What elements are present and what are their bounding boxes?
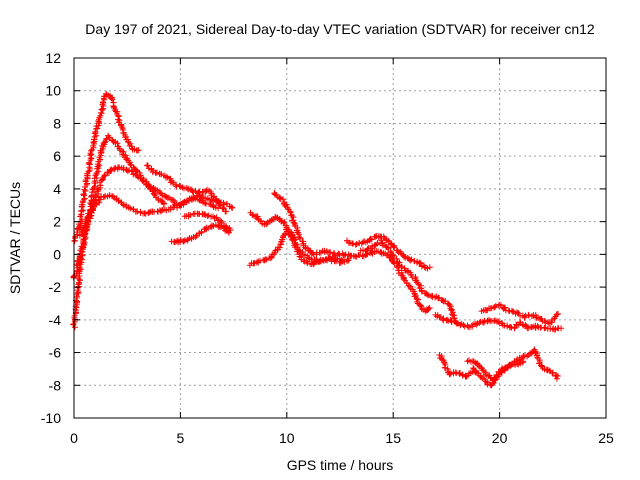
y-tick-label: 6 xyxy=(53,148,61,164)
y-tick-label: 4 xyxy=(53,181,61,197)
chart: 0 5 10 15 20 25 -10 -8 -6 -4 -2 0 2 4 6 8 10 12 Day 197 o… xyxy=(0,0,640,480)
y-tick-label: 10 xyxy=(45,83,61,99)
y-tick-label: 2 xyxy=(53,214,61,230)
x-tick-label: 10 xyxy=(279,430,295,446)
y-tick-label: 0 xyxy=(53,246,61,262)
x-tick-label: 25 xyxy=(598,430,614,446)
x-tick-label: 20 xyxy=(492,430,508,446)
y-tick-label: -2 xyxy=(49,279,62,295)
y-tick-label: 12 xyxy=(45,50,61,66)
y-tick-label: -4 xyxy=(49,312,62,328)
y-tick-label: 8 xyxy=(53,115,61,131)
x-tick-label: 0 xyxy=(70,430,78,446)
chart-title: Day 197 of 2021, Sidereal Day-to-day VTE… xyxy=(85,21,595,37)
y-tick-label: -8 xyxy=(49,377,62,393)
y-tick-label: -6 xyxy=(49,345,62,361)
y-axis-label: SDTVAR / TECUs xyxy=(7,182,23,294)
x-tick-label: 5 xyxy=(177,430,185,446)
y-tick-label: -10 xyxy=(41,410,61,426)
x-tick-label: 15 xyxy=(385,430,401,446)
x-axis-label: GPS time / hours xyxy=(287,457,394,473)
chart-background xyxy=(0,0,640,480)
